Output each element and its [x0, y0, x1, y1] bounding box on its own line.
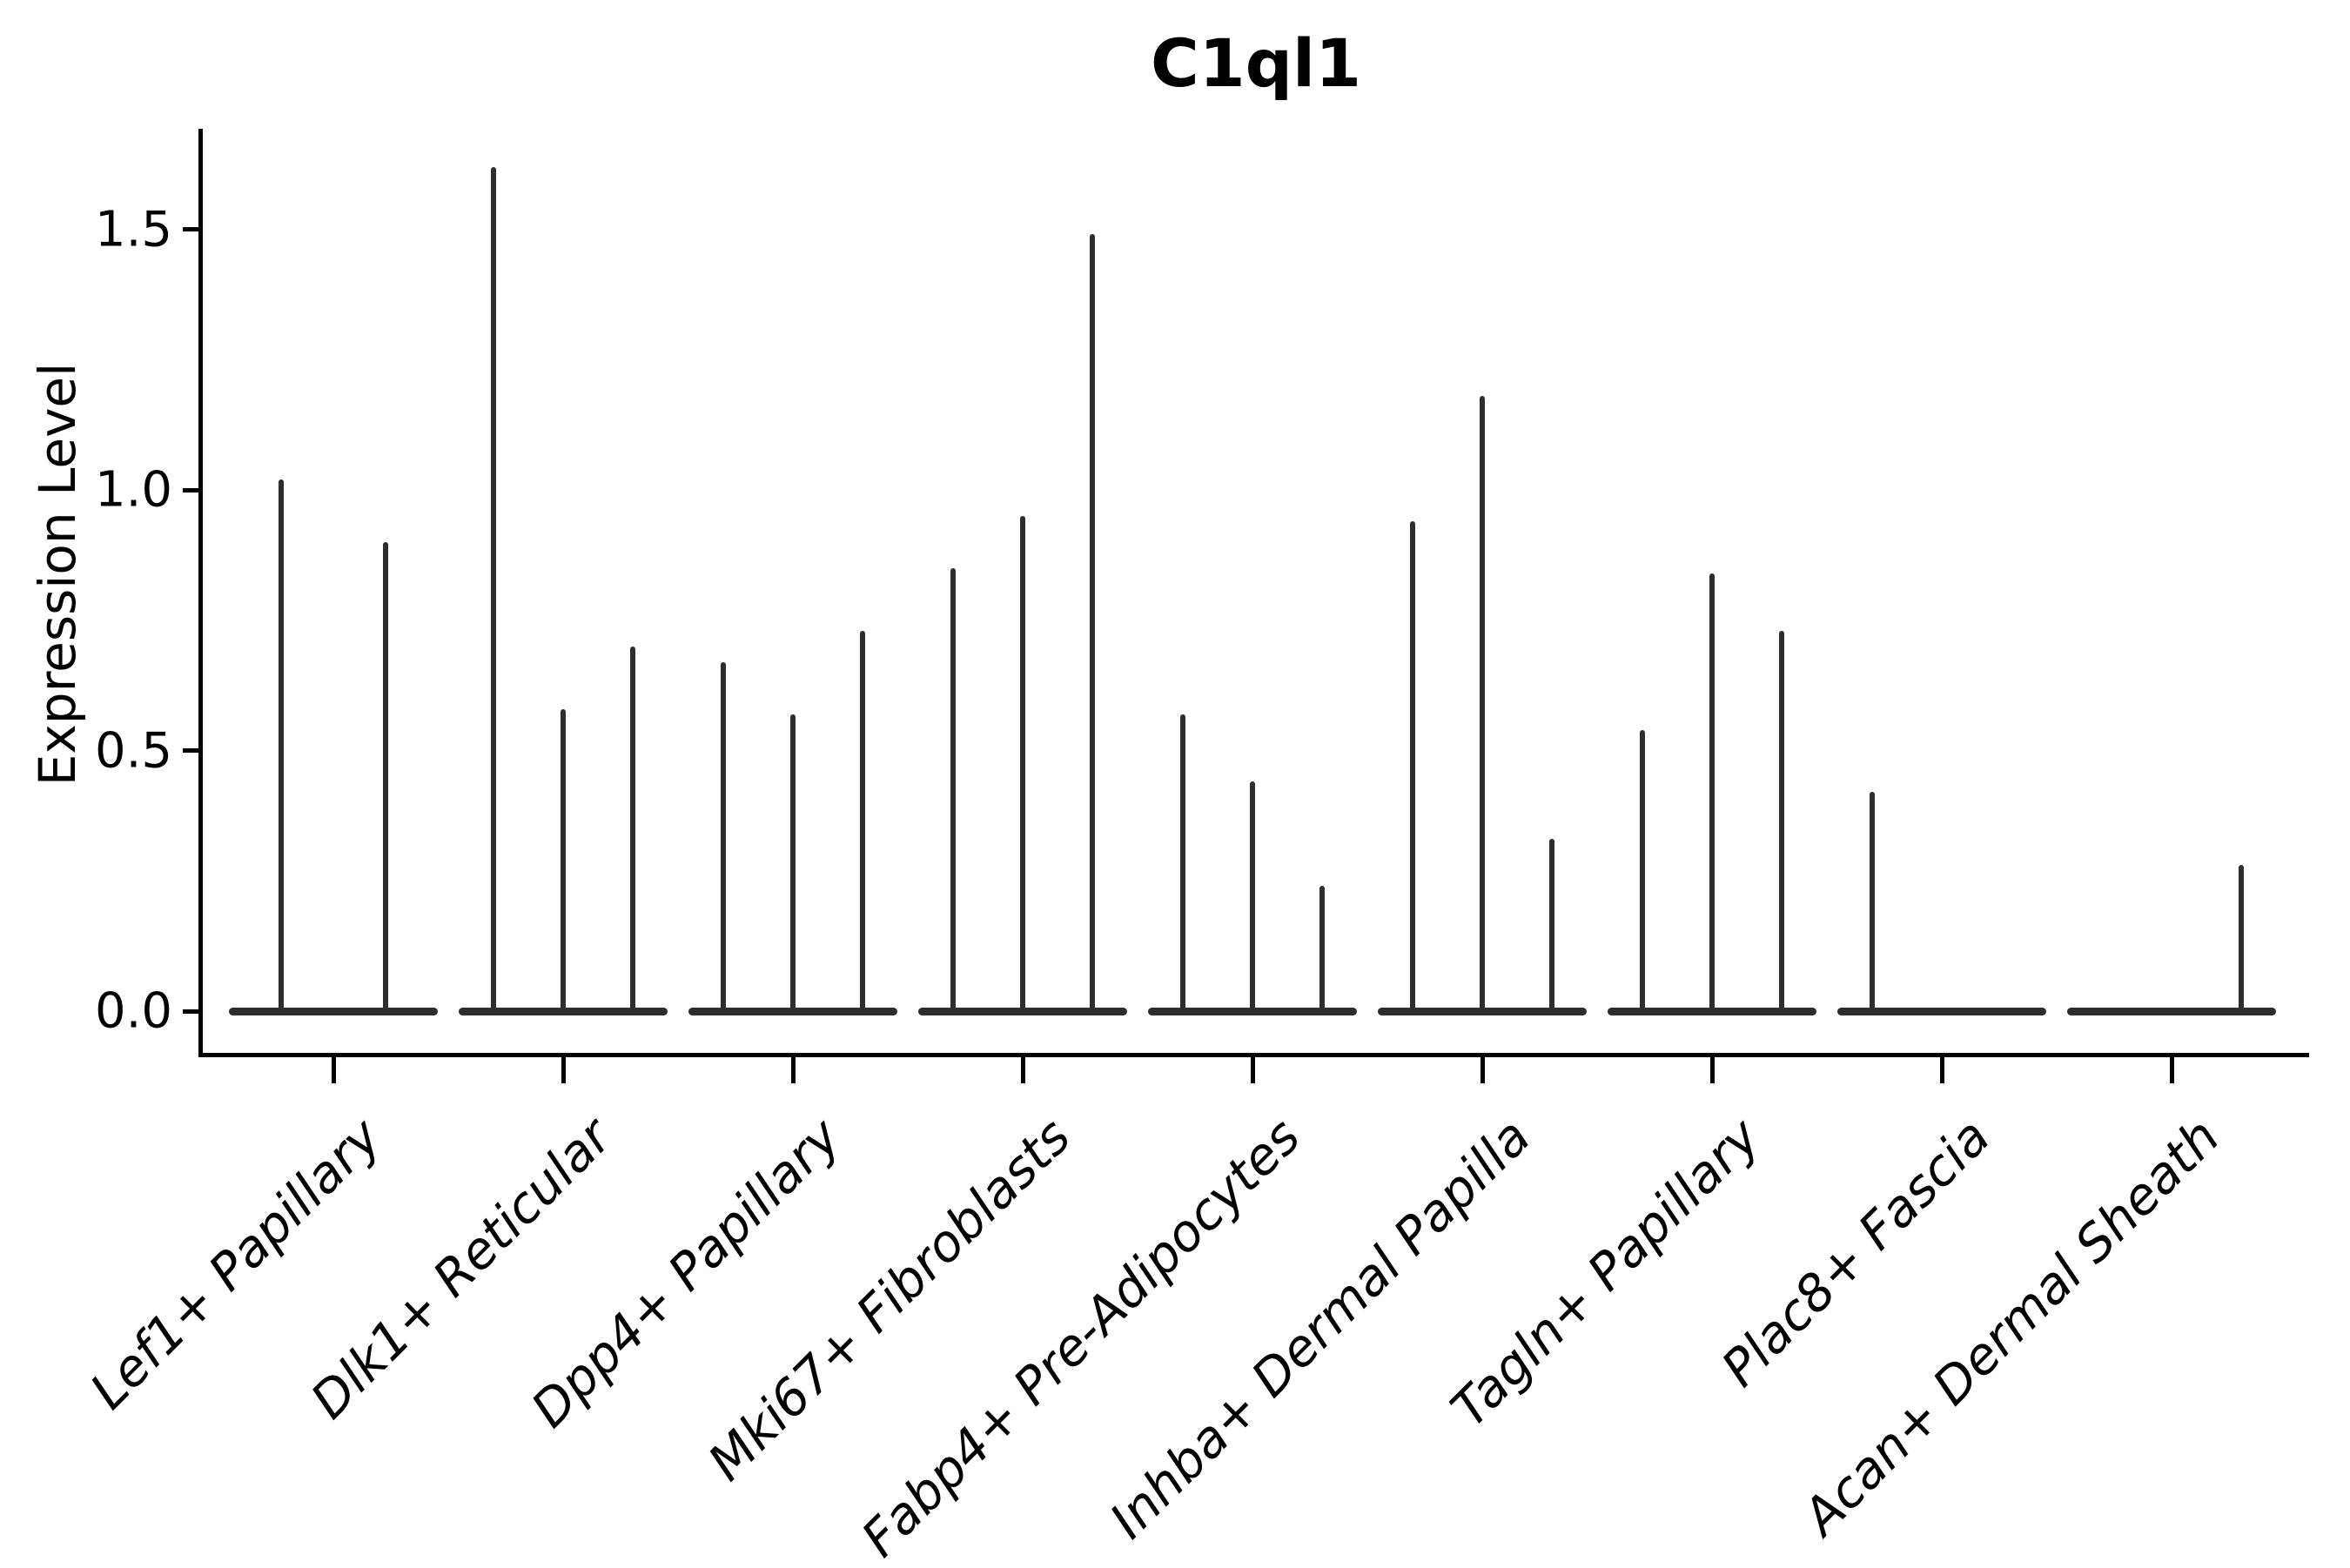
violin-spike: [383, 541, 388, 1015]
y-tick-label: 1.5: [94, 201, 172, 258]
y-axis-spine: [198, 129, 203, 1057]
violin-base: [1837, 1007, 2046, 1015]
violin-spike: [2239, 865, 2244, 1015]
chart-title: C1ql1: [1151, 24, 1361, 102]
x-tick-mark: [1020, 1057, 1025, 1083]
violin-spike: [279, 479, 284, 1015]
violin-spike: [1549, 839, 1554, 1015]
violin-spike: [1870, 792, 1875, 1015]
x-tick-mark: [1480, 1057, 1485, 1083]
x-tick-mark: [1939, 1057, 1944, 1083]
y-tick-mark: [183, 487, 198, 493]
x-tick-label-9: Acan+ Dermal Sheath: [1791, 1107, 2232, 1546]
violin-spike: [630, 646, 635, 1015]
y-tick-label: 1.0: [94, 461, 172, 519]
violin-spike: [721, 661, 726, 1015]
x-tick-mark: [561, 1057, 566, 1083]
violin-base: [229, 1007, 438, 1015]
violin-spike: [1319, 886, 1325, 1015]
x-tick-label-6: Inhba+ Dermal Papilla: [1098, 1107, 1542, 1551]
x-tick-mark: [1250, 1057, 1255, 1083]
x-tick-mark: [2169, 1057, 2174, 1083]
violin-spike: [1640, 729, 1645, 1015]
x-tick-label-5: Fabp4+ Pre-Adipocytes: [849, 1107, 1313, 1568]
violin-spike: [561, 708, 566, 1015]
violin-spike: [1020, 515, 1025, 1015]
y-tick-mark: [183, 748, 198, 753]
y-tick-mark: [183, 1008, 198, 1014]
violin-spike: [860, 630, 865, 1015]
violin-spike: [1410, 520, 1415, 1015]
x-tick-mark: [790, 1057, 796, 1083]
violin-spike: [1250, 781, 1255, 1015]
y-tick-label: 0.5: [94, 722, 172, 779]
violin-spike: [790, 714, 796, 1015]
violin-spike: [1480, 396, 1485, 1015]
x-tick-mark: [331, 1057, 336, 1083]
violin-spike: [1090, 234, 1095, 1015]
x-axis-spine: [198, 1053, 2309, 1057]
violin-spike: [491, 166, 496, 1015]
violin-spike: [1180, 714, 1185, 1015]
violin-spike: [1779, 630, 1784, 1015]
violin-spike: [950, 567, 956, 1015]
violin-base: [2067, 1007, 2276, 1015]
violin-spike: [1709, 573, 1715, 1015]
y-tick-mark: [183, 227, 198, 231]
y-tick-label: 0.0: [94, 982, 172, 1040]
x-tick-mark: [1709, 1057, 1715, 1083]
